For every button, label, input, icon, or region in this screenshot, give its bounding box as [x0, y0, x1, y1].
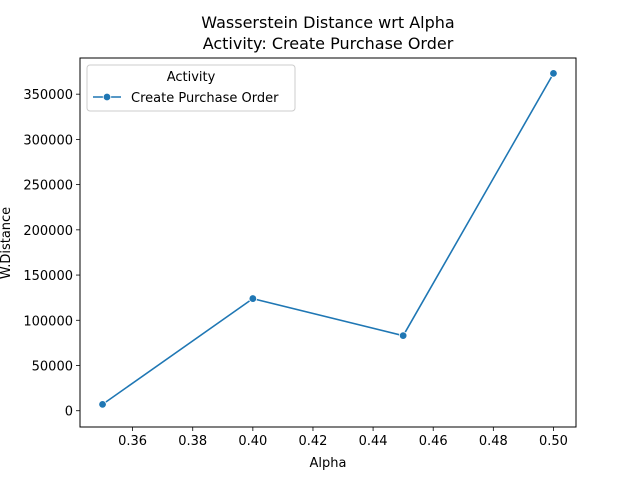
x-tick-label: 0.44: [359, 434, 388, 449]
data-point: [398, 331, 408, 340]
y-tick-label: 300000: [23, 133, 73, 148]
y-tick-label: 50000: [32, 360, 73, 375]
data-point: [549, 69, 558, 78]
chart-title: Wasserstein Distance wrt Alpha: [201, 13, 454, 32]
y-tick-label: 0: [65, 405, 73, 420]
y-tick-label: 150000: [23, 269, 73, 284]
x-tick-label: 0.40: [238, 434, 267, 449]
legend: Activity Create Purchase Order: [86, 64, 296, 112]
y-tick-label: 100000: [23, 314, 73, 329]
x-tick-label: 0.46: [419, 434, 448, 449]
x-tick-label: 0.42: [298, 434, 327, 449]
x-tick-label: 0.36: [118, 434, 147, 449]
x-tick-label: 0.38: [178, 434, 207, 449]
data-point: [248, 294, 258, 303]
x-axis-label: Alpha: [310, 456, 347, 471]
x-tick-label: 0.48: [479, 434, 508, 449]
series-line: [102, 73, 555, 406]
chart-subtitle: Activity: Create Purchase Order: [203, 34, 454, 53]
y-tick-label: 200000: [23, 224, 73, 239]
y-tick-label: 350000: [23, 88, 73, 103]
legend-series-label: Create Purchase Order: [131, 91, 279, 106]
series-layer: [98, 69, 558, 409]
y-axis-label: W.Distance: [0, 207, 14, 279]
legend-series-marker: [102, 92, 112, 102]
plot-frame: [79, 57, 577, 428]
y-tick-label: 250000: [23, 179, 73, 194]
axis-ticks: 0.36 0.38 0.40 0.42 0.44 0.46 0.48 0.50 0 50000 10…: [23, 88, 568, 449]
legend-box: [86, 64, 296, 112]
legend-title: Activity: [167, 70, 216, 85]
data-point: [98, 400, 107, 409]
x-tick-label: 0.50: [539, 434, 568, 449]
